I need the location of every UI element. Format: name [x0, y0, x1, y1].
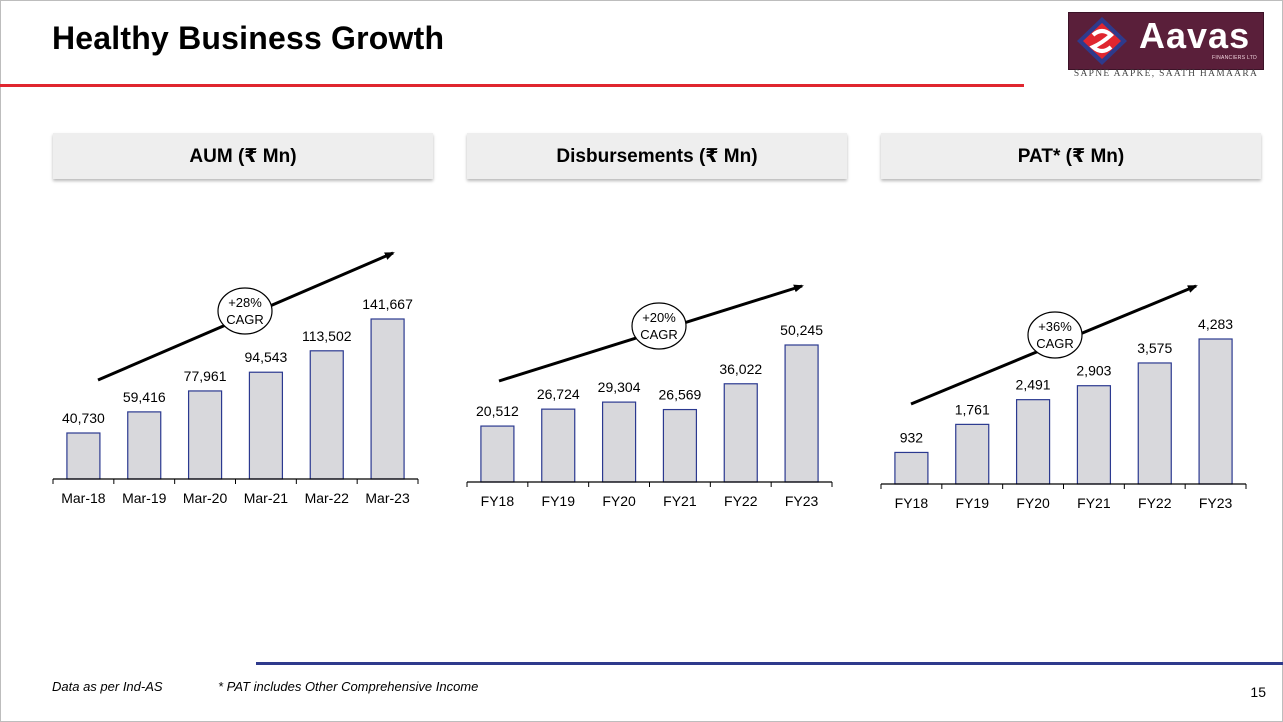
cagr-label: CAGR	[640, 327, 678, 342]
category-label: Mar-21	[244, 490, 289, 506]
bar-FY20	[601, 401, 637, 483]
cagr-label: CAGR	[226, 312, 264, 327]
value-label: 50,245	[780, 322, 823, 338]
bar-FY22	[723, 383, 758, 483]
logo-box: Aavas FINANCIERS LTD	[1068, 12, 1264, 70]
pat-chart: 932 FY18 1,761 FY19 2,491 FY20 2,903 FY21 3,575 F…	[880, 284, 1247, 511]
category-label: FY22	[724, 493, 758, 509]
value-label: 3,575	[1137, 340, 1172, 356]
bar-Mar-22	[309, 350, 344, 480]
disbursements-chart-header: Disbursements (₹ Mn)	[467, 133, 847, 179]
bar-Mar-23	[370, 318, 405, 480]
value-label: 4,283	[1198, 316, 1233, 332]
value-label: 20,512	[476, 403, 519, 419]
value-label: 40,730	[62, 410, 105, 426]
value-label: 113,502	[302, 328, 352, 344]
value-label: 141,667	[362, 296, 413, 312]
pat-chart-header: PAT* (₹ Mn)	[881, 133, 1261, 179]
company-logo: Aavas FINANCIERS LTD SAPNE AAPKE, SAATH …	[1068, 12, 1264, 82]
value-label: 29,304	[598, 379, 641, 395]
value-label: 59,416	[123, 389, 166, 405]
value-label: 36,022	[719, 361, 762, 377]
category-label: Mar-23	[365, 490, 410, 506]
category-label: FY21	[1077, 495, 1111, 511]
aum-chart-header: AUM (₹ Mn)	[53, 133, 433, 179]
category-label: FY18	[481, 493, 515, 509]
category-label: Mar-19	[122, 490, 167, 506]
disbursements-chart: 20,512 FY18 26,724 FY19 29,304 FY20 26,569 FY21…	[466, 284, 833, 509]
footer-rule	[256, 662, 1283, 665]
footnote-pat: * PAT includes Other Comprehensive Incom…	[218, 679, 479, 694]
value-label: 77,961	[184, 368, 227, 384]
category-label: Mar-22	[305, 490, 350, 506]
bar-Mar-20	[187, 390, 223, 480]
cagr-label: CAGR	[1036, 336, 1074, 351]
bar-Mar-19	[127, 411, 162, 480]
bar-FY19	[541, 408, 576, 483]
logo-mark-icon	[1077, 17, 1127, 65]
footnote-ind-as: Data as per Ind-AS	[52, 679, 163, 694]
bar-FY21	[662, 408, 698, 483]
aum-chart: 40,730 Mar-18 59,416 Mar-19 77,961 Mar-20 94,5…	[52, 251, 419, 506]
bar-FY23	[1198, 338, 1233, 485]
category-label: FY20	[602, 493, 636, 509]
title-rule	[0, 84, 1024, 87]
category-label: FY23	[1199, 495, 1233, 511]
bar-FY21	[1076, 385, 1112, 485]
category-label: FY18	[895, 495, 929, 511]
category-label: FY19	[542, 493, 576, 509]
logo-subtitle: FINANCIERS LTD	[1212, 55, 1257, 61]
bar-FY18	[894, 451, 929, 485]
category-label: FY19	[956, 495, 990, 511]
slide-title: Healthy Business Growth	[52, 20, 445, 56]
value-label: 2,903	[1076, 363, 1111, 379]
value-label: 2,491	[1016, 377, 1051, 393]
category-label: FY22	[1138, 495, 1172, 511]
cagr-bubble	[217, 287, 273, 335]
value-label: 26,569	[659, 387, 702, 403]
bar-FY23	[784, 344, 819, 483]
value-label: 932	[900, 429, 924, 445]
category-label: FY20	[1016, 495, 1050, 511]
bar-FY18	[480, 425, 515, 483]
logo-tagline: SAPNE AAPKE, SAATH HAMAARA	[1073, 69, 1259, 79]
value-label: 1,761	[955, 401, 990, 417]
cagr-bubble	[1027, 311, 1083, 359]
value-label: 94,543	[245, 349, 288, 365]
category-label: FY23	[785, 493, 819, 509]
category-label: Mar-20	[183, 490, 228, 506]
page-number: 15	[1250, 684, 1266, 700]
bar-Mar-21	[248, 371, 284, 480]
category-label: Mar-18	[61, 490, 106, 506]
cagr-value: +28%	[228, 295, 262, 310]
logo-name: Aavas	[1139, 15, 1251, 56]
cagr-bubble	[631, 302, 687, 350]
cagr-value: +20%	[642, 310, 676, 325]
bar-FY19	[955, 423, 990, 485]
bar-FY22	[1137, 362, 1172, 485]
value-label: 26,724	[537, 386, 580, 402]
bar-FY20	[1015, 399, 1051, 485]
bar-Mar-18	[66, 432, 101, 480]
category-label: FY21	[663, 493, 697, 509]
cagr-value: +36%	[1038, 319, 1072, 334]
